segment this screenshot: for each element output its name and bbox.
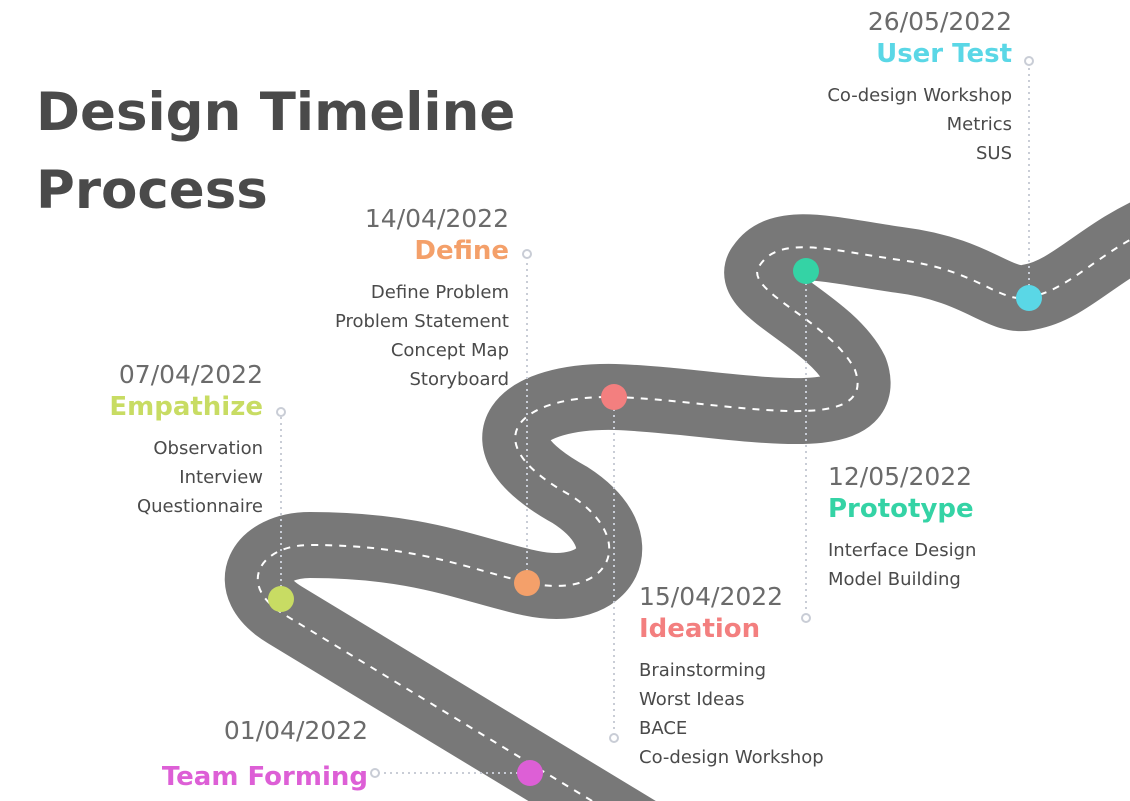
stage-date: 01/04/2022 xyxy=(223,716,368,745)
stage-items: Define Problem Problem Statement Concept… xyxy=(335,278,509,394)
stage-date: 26/05/2022 xyxy=(867,7,1012,36)
stage-item: Metrics xyxy=(946,114,1012,135)
stage-name: Define xyxy=(414,236,509,266)
milestone-dot-ideation[interactable] xyxy=(601,384,627,410)
milestone-dot-define[interactable] xyxy=(514,570,540,596)
connector-end-define xyxy=(522,249,532,259)
stage-item: BACE xyxy=(639,718,688,739)
stage-date: 12/05/2022 xyxy=(828,462,973,491)
stage-item: SUS xyxy=(975,143,1012,164)
connector-lines xyxy=(276,56,1034,778)
stage-item: Model Building xyxy=(828,569,961,590)
road-lane-marking xyxy=(256,238,1130,801)
stage-define: 14/04/2022 Define Define Problem Problem… xyxy=(335,204,509,394)
stage-name: Empathize xyxy=(109,392,263,422)
stage-item: Concept Map xyxy=(390,340,509,361)
stage-item: Observation xyxy=(153,438,263,459)
stage-items: Co-design Workshop Metrics SUS xyxy=(827,81,1012,168)
connector-end-ideation xyxy=(609,733,619,743)
stage-name: Prototype xyxy=(828,494,974,524)
stage-items: Brainstorming Worst Ideas BACE Co-design… xyxy=(639,656,824,772)
stage-items: Interface Design Model Building xyxy=(828,536,976,594)
title-line-1: Design Timeline xyxy=(36,82,516,143)
milestone-dot-team-forming[interactable] xyxy=(517,760,543,786)
stage-name: Ideation xyxy=(639,614,761,644)
stage-item: Problem Statement xyxy=(334,311,509,332)
stage-prototype: 12/05/2022 Prototype Interface Design Mo… xyxy=(828,462,976,594)
stage-ideation: 15/04/2022 Ideation Brainstorming Worst … xyxy=(639,582,824,772)
stage-user-test: 26/05/2022 User Test Co-design Workshop … xyxy=(827,7,1012,168)
page-title: Design Timeline Process xyxy=(36,74,515,230)
stage-items: Observation Interview Questionnaire xyxy=(109,434,263,521)
connector-end-prototype xyxy=(801,613,811,623)
stage-item: Interface Design xyxy=(828,540,977,561)
stage-item: Co-design Workshop xyxy=(827,85,1012,106)
connector-end-team-forming xyxy=(370,768,380,778)
stage-date: 14/04/2022 xyxy=(364,204,509,233)
connector-end-user-test xyxy=(1024,56,1034,66)
milestone-dot-prototype[interactable] xyxy=(793,258,819,284)
stage-date: 07/04/2022 xyxy=(118,360,263,389)
stage-item: Define Problem xyxy=(370,282,509,303)
stage-name: User Test xyxy=(876,39,1012,69)
stage-date: 15/04/2022 xyxy=(639,582,784,611)
stage-item: Questionnaire xyxy=(136,496,263,517)
stage-empathize: 07/04/2022 Empathize Observation Intervi… xyxy=(109,360,263,521)
stage-team-forming: 01/04/2022 Team Forming xyxy=(162,716,368,794)
stage-item: Co-design Workshop xyxy=(639,747,824,768)
milestone-dot-user-test[interactable] xyxy=(1016,285,1042,311)
milestone-dot-empathize[interactable] xyxy=(268,586,294,612)
stage-item: Brainstorming xyxy=(639,660,767,681)
stage-item: Worst Ideas xyxy=(639,689,745,710)
stage-name: Team Forming xyxy=(161,762,368,792)
connector-end-empathize xyxy=(276,407,286,417)
title-line-2: Process xyxy=(36,160,268,221)
stage-item: Storyboard xyxy=(409,369,509,390)
stage-item: Interview xyxy=(179,467,263,488)
